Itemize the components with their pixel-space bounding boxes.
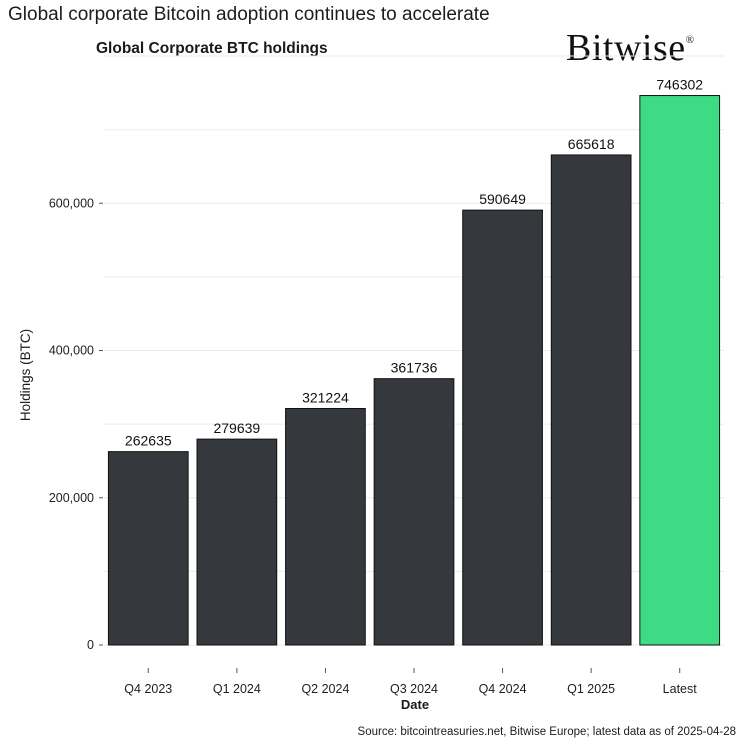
data-label: 262635	[125, 433, 172, 449]
data-label: 279639	[213, 420, 260, 436]
bitwise-logo: Bitwise®	[566, 26, 694, 70]
bar-q4-2023	[107, 451, 189, 646]
x-tick-label: Q4 2023	[124, 682, 172, 696]
bars	[107, 95, 721, 646]
y-axis: 0 200,000 400,000 600,000	[49, 196, 103, 652]
headline: Global corporate Bitcoin adoption contin…	[8, 4, 490, 25]
x-tick-label: Q2 2024	[301, 682, 349, 696]
logo-text: Bitwise	[566, 27, 686, 69]
bar-q3-2024	[373, 378, 455, 646]
y-tick-label: 600,000	[49, 196, 94, 210]
x-tick-label: Q1 2025	[567, 682, 615, 696]
bar-q4-2024	[462, 209, 543, 646]
x-tick-label: Latest	[663, 682, 698, 696]
data-label: 361736	[391, 360, 438, 376]
data-label: 321224	[302, 389, 349, 405]
y-axis-title: Holdings (BTC)	[18, 329, 33, 421]
x-axis-title: Date	[401, 697, 429, 712]
y-tick-label: 400,000	[49, 344, 94, 358]
x-axis: Q4 2023 Q1 2024 Q2 2024 Q3 2024 Q4 2024 Q1 20…	[124, 668, 697, 696]
source-note: Source: bitcointreasuries.net, Bitwise E…	[357, 726, 736, 738]
bar-latest	[639, 95, 721, 646]
data-label: 746302	[656, 77, 703, 93]
bar-q1-2024	[196, 438, 278, 646]
bar-q1-2025	[550, 154, 632, 646]
bar-q2-2024	[285, 407, 366, 646]
x-tick-label: Q1 2024	[213, 682, 261, 696]
chart-title: Global Corporate BTC holdings	[96, 40, 328, 57]
y-tick-label: 200,000	[49, 491, 94, 505]
registered-mark: ®	[685, 34, 695, 46]
data-label: 590649	[479, 191, 526, 207]
y-tick-label: 0	[87, 638, 94, 652]
x-tick-label: Q3 2024	[390, 682, 438, 696]
data-labels: 262635 279639 321224 361736 590649 665618 7463…	[125, 77, 703, 449]
data-label: 665618	[568, 136, 615, 152]
x-tick-label: Q4 2024	[479, 682, 527, 696]
